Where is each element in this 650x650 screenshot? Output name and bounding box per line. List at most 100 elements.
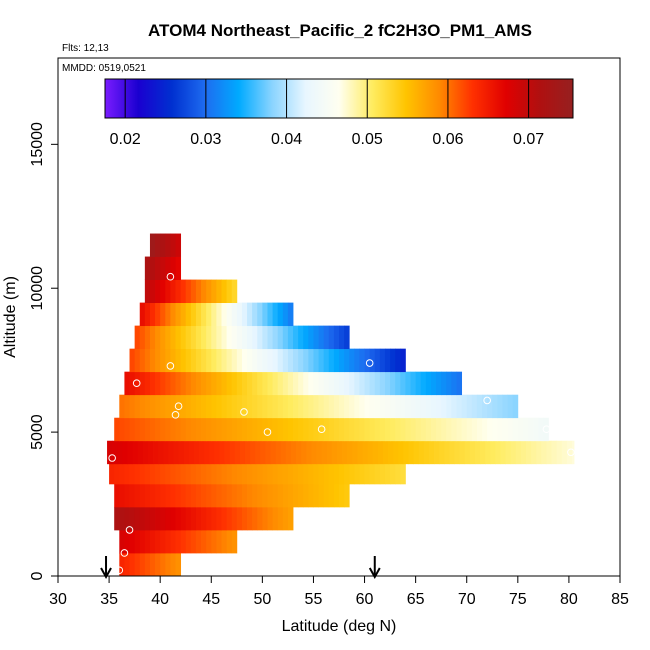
heatmap-cell: [339, 371, 345, 396]
heatmap-cell: [461, 417, 468, 442]
heatmap-cell: [333, 371, 340, 396]
heatmap-cell: [257, 460, 263, 485]
heatmap-cell: [252, 325, 258, 350]
heatmap-cell: [185, 460, 192, 485]
heatmap-cell: [262, 394, 268, 419]
heatmap-cell: [282, 325, 289, 350]
heatmap-cell: [247, 394, 253, 419]
heatmap-cell: [190, 417, 197, 442]
heatmap-cell: [206, 371, 212, 396]
heatmap-cell: [201, 371, 207, 396]
heatmap-cell: [277, 302, 284, 327]
heatmap-cell: [147, 440, 154, 465]
heatmap-cell: [190, 302, 197, 327]
heatmap-cell: [461, 394, 468, 419]
x-tick-label: 85: [611, 591, 629, 608]
heatmap-cell: [390, 417, 396, 442]
heatmap-cell: [170, 279, 176, 304]
heatmap-cell: [482, 394, 488, 419]
heatmap-cell: [231, 460, 238, 485]
heatmap-cell: [175, 506, 182, 531]
heatmap-cell: [149, 302, 156, 327]
heatmap-cell: [367, 440, 374, 465]
heatmap-cell: [190, 529, 197, 554]
sample-point: [125, 526, 134, 534]
heatmap-cell: [267, 371, 273, 396]
heatmap-cell: [328, 417, 335, 442]
heatmap-cell: [216, 302, 222, 327]
heatmap-cell: [293, 483, 299, 508]
heatmap-cell: [134, 506, 141, 531]
heatmap-cell: [185, 483, 192, 508]
y-axis: 0 5000 10000 15000: [29, 122, 58, 580]
heatmap-cell: [129, 417, 136, 442]
heatmap-cell: [149, 483, 156, 508]
heatmap-cell: [247, 506, 253, 531]
sample-point: [108, 454, 116, 462]
heatmap-cell: [206, 348, 212, 373]
heatmap-cell: [454, 440, 460, 465]
sample-point: [263, 428, 272, 436]
heatmap-cell: [262, 325, 268, 350]
heatmap-cell: [241, 394, 248, 419]
heatmap-cell: [160, 302, 166, 327]
heatmap-cell: [241, 483, 248, 508]
heatmap-cell: [444, 440, 450, 465]
heatmap-cell: [328, 325, 335, 350]
heatmap-cell: [321, 440, 328, 465]
heatmap-cell: [262, 371, 268, 396]
heatmap-cell: [400, 348, 406, 373]
heatmap-cell: [333, 394, 340, 419]
heatmap-cell: [185, 325, 192, 350]
x-tick-label: 75: [509, 591, 527, 608]
heatmap-cell: [185, 529, 192, 554]
heatmap-cell: [144, 529, 151, 554]
heatmap-cell: [551, 440, 558, 465]
heatmap-cell: [206, 483, 212, 508]
heatmap-cell: [500, 440, 506, 465]
sample-point: [120, 549, 129, 557]
heatmap-cell: [185, 279, 192, 304]
heatmap-cell: [160, 552, 166, 577]
heatmap-cell: [170, 371, 176, 396]
heatmap-cell: [165, 325, 171, 350]
heatmap-cell: [342, 440, 348, 465]
heatmap-cell: [566, 440, 573, 465]
heatmap-cell: [236, 417, 243, 442]
heatmap-cell: [303, 483, 309, 508]
x-tick-label: 65: [407, 591, 425, 608]
heatmap-cell: [180, 325, 187, 350]
heatmap-cell: [165, 279, 171, 304]
heatmap-cell: [236, 394, 243, 419]
heatmap-cell: [277, 506, 284, 531]
heatmap-cell: [139, 371, 146, 396]
heatmap-cell: [390, 348, 396, 373]
heatmap-cell: [441, 417, 447, 442]
heatmap-cell: [221, 483, 227, 508]
heatmap-cell: [395, 394, 401, 419]
heatmap-cell: [490, 440, 496, 465]
heatmap-cell: [495, 440, 501, 465]
heatmap-cell: [275, 440, 282, 465]
heatmap-cell: [160, 371, 166, 396]
heatmap-cell: [285, 440, 292, 465]
heatmap-cell: [149, 348, 156, 373]
heatmap-cell: [236, 325, 243, 350]
heatmap-cell: [384, 417, 391, 442]
heatmap-cell: [149, 529, 156, 554]
heatmap-cell: [155, 394, 161, 419]
heatmap-cell: [323, 417, 330, 442]
heatmap-cell: [384, 460, 391, 485]
colorbar-tick-label: 0.02: [110, 131, 141, 148]
heatmap-cell: [201, 325, 207, 350]
heatmap-cell: [277, 325, 284, 350]
heatmap-cell: [339, 460, 345, 485]
heatmap-cell: [195, 394, 202, 419]
heatmap-cell: [255, 440, 261, 465]
x-axis: 30 35 40 45 50 55 60 65 70 75 80 85: [49, 576, 629, 608]
heatmap-cell: [226, 417, 233, 442]
heatmap-cell: [175, 483, 182, 508]
heatmap-cell: [316, 440, 323, 465]
heatmap-cell: [107, 440, 113, 465]
heatmap-cell: [155, 233, 161, 257]
